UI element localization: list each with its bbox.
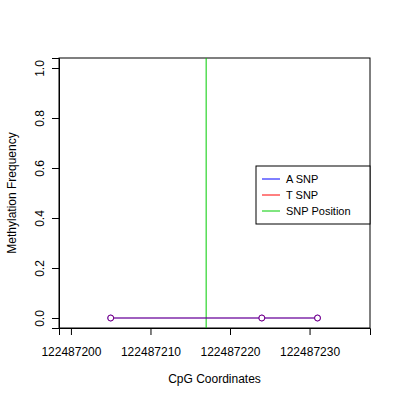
y-tick-label: 0.8 [33, 110, 47, 127]
legend-swatch [262, 211, 280, 212]
y-tick-mark [52, 118, 59, 119]
plot-area [108, 58, 321, 328]
x-axis: 122487200 122487210 122487220 122487230 [41, 328, 370, 359]
data-point [259, 315, 265, 321]
x-tick-mark [230, 328, 231, 335]
y-tick: 0.2 [33, 260, 59, 277]
y-tick-mark [52, 218, 59, 219]
x-tick-label: 122487230 [280, 345, 340, 359]
chart: 1224872001224872101224872201224872300.00… [0, 0, 400, 400]
y-tick-label: 0.6 [33, 160, 47, 177]
data-point [108, 315, 114, 321]
x-axis-title: CpG Coordinates [168, 372, 261, 386]
y-tick: 0.8 [33, 110, 59, 127]
x-tick-label: 122487200 [41, 345, 101, 359]
y-tick: 0.4 [33, 210, 59, 227]
x-tick-mark [310, 328, 311, 335]
legend-label: SNP Position [286, 205, 351, 217]
legend: A SNP T SNP SNP Position [256, 166, 370, 224]
x-tick-mark [150, 328, 151, 335]
y-tick-label: 0.2 [33, 260, 47, 277]
snp-position-line [206, 58, 207, 328]
x-tick: 122487230 [280, 328, 340, 359]
plot-frame [59, 58, 370, 328]
x-tick-label: 122487220 [200, 345, 260, 359]
legend-label: T SNP [286, 189, 318, 201]
y-tick-label: 0.0 [33, 310, 47, 327]
y-tick-mark [52, 168, 59, 169]
y-axis: 0.0 0.2 0.4 0.6 0.8 1.0 [33, 59, 60, 329]
y-tick: 0.0 [33, 310, 59, 327]
y-tick-label: 0.4 [33, 210, 47, 227]
y-tick-label: 1.0 [33, 60, 47, 77]
y-tick-mark [52, 318, 59, 319]
legend-label: A SNP [286, 173, 318, 185]
data-point [108, 315, 114, 321]
y-tick-mark [52, 68, 59, 69]
y-axis-title: Methylation Frequency [5, 132, 19, 253]
y-tick: 1.0 [33, 60, 59, 77]
data-point [315, 315, 321, 321]
x-tick: 122487200 [41, 328, 101, 359]
legend-box [256, 166, 370, 224]
x-tick-label: 122487210 [121, 345, 181, 359]
data-point [315, 315, 321, 321]
x-tick-mark [71, 328, 72, 335]
legend-swatch [262, 179, 280, 180]
series-line [111, 318, 318, 319]
legend-swatch [262, 195, 280, 196]
x-axis-line [60, 329, 371, 336]
x-tick: 122487210 [121, 328, 181, 359]
y-tick-mark [52, 268, 59, 269]
series-line [111, 318, 318, 319]
data-point [259, 315, 265, 321]
y-axis-line [52, 59, 60, 329]
y-tick: 0.6 [33, 160, 59, 177]
x-tick: 122487220 [200, 328, 260, 359]
